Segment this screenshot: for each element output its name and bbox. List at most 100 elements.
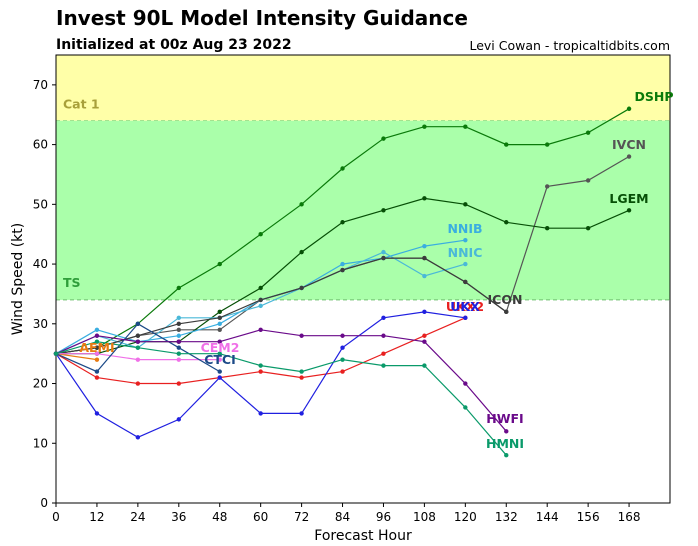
series-label-lgem: LGEM <box>609 191 648 206</box>
data-point-lgem <box>217 309 222 315</box>
data-point-hwfi <box>217 339 222 344</box>
x-tick-label: 0 <box>52 510 60 524</box>
data-point-cem2 <box>176 357 181 362</box>
data-point-lgem <box>504 220 509 225</box>
data-point-ukx2 <box>258 369 263 374</box>
x-axis-label: Forecast Hour <box>314 528 412 544</box>
x-tick-label: 120 <box>454 510 477 524</box>
data-point-ukx <box>258 411 263 416</box>
data-point-lgem <box>299 249 304 255</box>
data-point-ukx <box>340 345 345 350</box>
x-tick-label: 60 <box>253 510 268 524</box>
data-point-ukx <box>94 411 100 416</box>
data-point-dshp <box>463 124 468 129</box>
y-tick-label: 30 <box>33 317 48 331</box>
series-label-nnic: NNIC <box>448 245 483 260</box>
data-point-dshp <box>340 166 345 171</box>
data-point-icon <box>381 255 386 261</box>
data-point-hwfi <box>422 339 427 344</box>
data-point-icon <box>94 345 100 350</box>
data-point-nnic <box>381 249 386 255</box>
data-point-hmni <box>53 351 59 356</box>
data-point-dshp <box>299 202 304 207</box>
data-point-lgem <box>258 285 263 291</box>
y-tick-label: 50 <box>33 197 48 211</box>
data-point-dshp <box>176 285 181 291</box>
x-tick-label: 24 <box>130 510 145 524</box>
series-label-aemi: AEMI <box>79 340 114 355</box>
data-point-ukx <box>217 375 222 380</box>
data-point-dshp <box>545 142 550 147</box>
data-point-ukx2 <box>422 333 427 338</box>
plot-frame <box>55 54 671 504</box>
band-label: TS <box>63 275 81 290</box>
data-point-ivcn <box>545 184 550 189</box>
data-point-hwfi <box>340 333 345 338</box>
x-tick-label: 36 <box>171 510 186 524</box>
series-label-icon: ICON <box>488 292 523 307</box>
data-point-ukx2 <box>381 351 386 356</box>
data-point-hwfi <box>258 327 263 332</box>
data-point-dshp <box>381 136 386 141</box>
data-point-ctci <box>94 369 100 374</box>
chart-credit: Levi Cowan - tropicaltidbits.com <box>469 38 670 53</box>
data-point-hmni <box>135 345 141 350</box>
data-point-ukx2 <box>340 369 345 374</box>
data-point-icon <box>299 285 304 291</box>
data-point-nnic <box>176 315 181 321</box>
data-point-ukx2 <box>176 381 181 386</box>
data-point-icon <box>135 333 141 338</box>
series-line-hwfi <box>55 329 507 432</box>
x-tick-label: 108 <box>413 510 436 524</box>
y-tick-label: 20 <box>33 377 48 391</box>
data-point-hmni <box>463 405 468 410</box>
x-tick-label: 168 <box>618 510 641 524</box>
x-tick-label: 72 <box>294 510 309 524</box>
data-point-dshp <box>504 142 509 147</box>
x-tick-label: 48 <box>212 510 227 524</box>
series-line-icon <box>55 257 507 355</box>
data-point-ukx2 <box>135 381 141 386</box>
x-tick-label: 96 <box>376 510 391 524</box>
y-tick-label: 60 <box>33 138 48 152</box>
data-point-hmni <box>422 363 427 368</box>
data-point-hmni <box>94 339 100 344</box>
data-point-hwfi <box>504 429 509 434</box>
data-point-hwfi <box>94 333 100 338</box>
data-point-icon <box>340 267 345 273</box>
data-point-icon <box>217 315 222 321</box>
data-point-ivcn <box>176 327 181 332</box>
data-point-ukx <box>381 315 386 321</box>
data-point-nnic <box>463 261 468 267</box>
x-tick-label: 156 <box>577 510 600 524</box>
data-point-lgem <box>422 196 427 201</box>
data-point-ivcn <box>585 178 591 183</box>
y-tick-label: 0 <box>40 496 48 510</box>
x-tick-label: 12 <box>89 510 104 524</box>
series-label-nnib: NNIB <box>447 221 482 236</box>
data-point-aemi <box>94 357 100 362</box>
data-point-ukx2 <box>299 375 304 380</box>
y-axis-label: Wind Speed (kt) <box>10 223 26 336</box>
y-tick-label: 10 <box>33 436 48 450</box>
data-point-nnic <box>258 303 263 309</box>
series-label-ukx2: UKX2 <box>446 299 484 314</box>
data-point-icon <box>258 297 263 303</box>
series-label-ukx: UKX <box>450 299 480 314</box>
data-point-ukx <box>135 435 141 440</box>
data-point-lgem <box>585 226 591 231</box>
data-point-cem2 <box>94 351 100 356</box>
data-point-nnib <box>340 261 345 267</box>
data-point-ukx <box>463 315 468 321</box>
band-ts <box>56 120 670 300</box>
data-point-lgem <box>463 202 468 207</box>
data-point-dshp <box>585 130 591 135</box>
data-point-nnib <box>463 237 468 243</box>
series-line-aemi <box>55 353 97 361</box>
series-label-hmni: HMNI <box>486 436 524 451</box>
series-label-ivcn: IVCN <box>612 137 646 152</box>
data-point-lgem <box>626 208 632 213</box>
data-point-hwfi <box>381 333 386 338</box>
data-point-lgem <box>340 220 345 225</box>
